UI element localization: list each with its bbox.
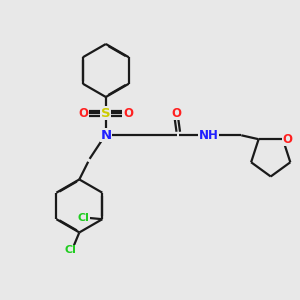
Text: NH: NH [199,129,219,142]
Text: O: O [123,107,133,120]
Text: O: O [79,107,89,120]
Text: S: S [101,107,111,120]
Text: O: O [172,107,182,120]
Text: O: O [282,133,292,146]
Text: N: N [100,129,111,142]
Text: Cl: Cl [64,245,76,255]
Text: Cl: Cl [77,213,89,223]
